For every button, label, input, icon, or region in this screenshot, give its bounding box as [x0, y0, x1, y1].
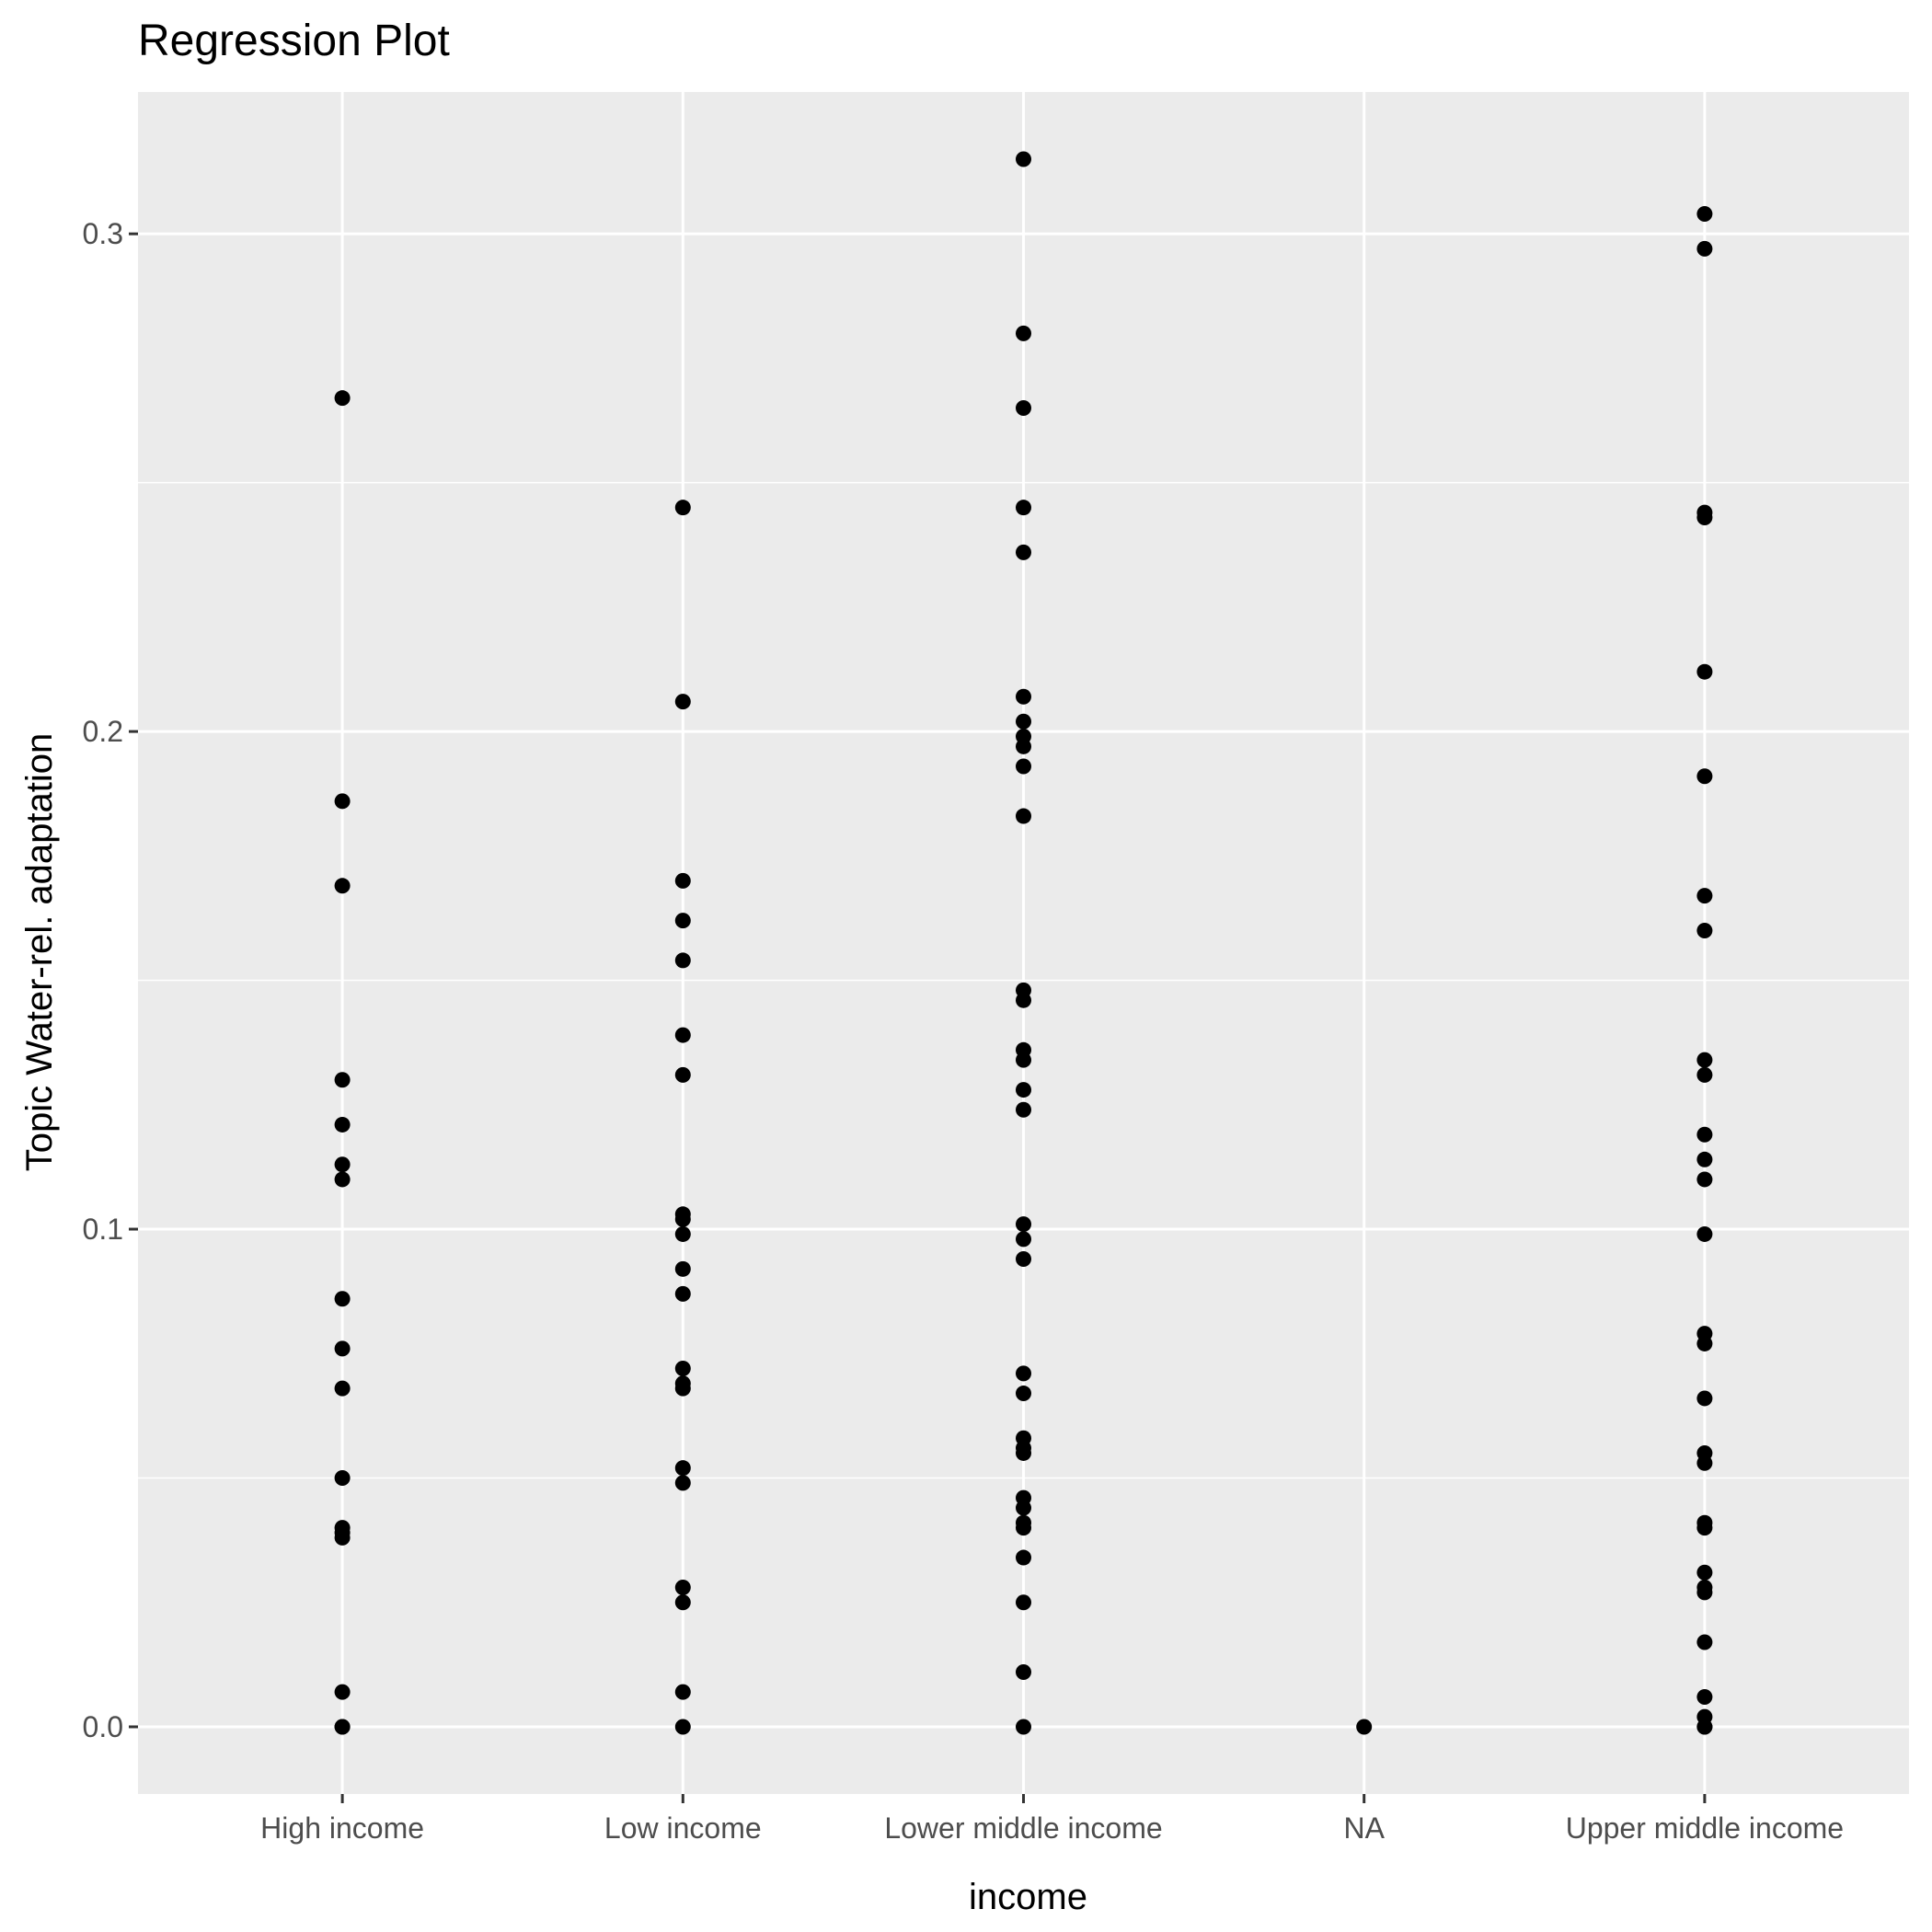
- data-point: [1016, 1052, 1031, 1068]
- data-point: [1696, 1520, 1713, 1536]
- data-point: [674, 500, 691, 516]
- data-point: [1696, 1455, 1713, 1471]
- data-point: [674, 913, 691, 929]
- data-point: [1696, 1151, 1713, 1167]
- data-point: [1016, 688, 1031, 705]
- x-tick-label: High income: [260, 1811, 424, 1845]
- data-points: [334, 151, 1713, 1735]
- data-point: [334, 1529, 351, 1546]
- data-point: [674, 1260, 691, 1277]
- x-tick-label: Upper middle income: [1566, 1811, 1844, 1845]
- data-point: [1016, 1101, 1031, 1118]
- y-tick-label: 0.1: [83, 1213, 123, 1246]
- data-point: [674, 1684, 691, 1700]
- axis-ticks: 0.0 0.1 0.2 0.3 High income Low income Lower m…: [83, 217, 1845, 1845]
- data-point: [1696, 240, 1713, 257]
- data-point: [1016, 713, 1031, 730]
- data-point: [674, 1066, 691, 1083]
- data-point: [334, 1171, 351, 1188]
- data-point: [1016, 992, 1031, 1008]
- data-point: [1696, 1390, 1713, 1407]
- data-point: [1016, 808, 1031, 824]
- data-point: [1016, 500, 1031, 516]
- data-point: [674, 952, 691, 969]
- data-point: [1696, 1719, 1713, 1735]
- data-point: [334, 1116, 351, 1133]
- data-point: [674, 1380, 691, 1397]
- y-tick-label: 0.0: [83, 1710, 123, 1743]
- data-point: [1016, 1365, 1031, 1382]
- data-point: [674, 1285, 691, 1302]
- y-axis-title: Topic Water-rel. adaptation: [19, 733, 60, 1172]
- data-point: [334, 1291, 351, 1307]
- data-point: [674, 1460, 691, 1477]
- data-point: [674, 694, 691, 710]
- data-point: [1696, 922, 1713, 938]
- data-point: [334, 1380, 351, 1397]
- data-point: [1696, 768, 1713, 785]
- data-point: [1016, 1231, 1031, 1248]
- data-point: [1696, 888, 1713, 904]
- data-point: [334, 1156, 351, 1173]
- data-point: [1696, 510, 1713, 525]
- data-point: [1696, 1171, 1713, 1188]
- x-tick-label: NA: [1343, 1811, 1385, 1845]
- data-point: [1016, 1250, 1031, 1267]
- data-point: [674, 1361, 691, 1376]
- data-point: [674, 1580, 691, 1596]
- y-tick-label: 0.2: [83, 715, 123, 748]
- data-point: [674, 1211, 691, 1227]
- data-point: [334, 1340, 351, 1357]
- data-point: [1016, 544, 1031, 560]
- data-point: [334, 1072, 351, 1088]
- data-point: [1356, 1719, 1373, 1735]
- x-axis-title: income: [969, 1877, 1087, 1917]
- data-point: [1696, 663, 1713, 680]
- data-point: [334, 1470, 351, 1487]
- data-point: [1696, 1225, 1713, 1242]
- x-tick-label: Lower middle income: [884, 1811, 1162, 1845]
- y-tick-label: 0.3: [83, 217, 123, 250]
- data-point: [334, 1719, 351, 1735]
- data-point: [334, 1684, 351, 1700]
- data-point: [334, 793, 351, 810]
- data-point: [1016, 1594, 1031, 1611]
- data-point: [674, 1225, 691, 1242]
- data-point: [334, 390, 351, 407]
- data-point: [1696, 1052, 1713, 1068]
- data-point: [1016, 399, 1031, 416]
- data-point: [674, 872, 691, 889]
- data-point: [1696, 1066, 1713, 1083]
- data-point: [1016, 1500, 1031, 1516]
- data-point: [1016, 758, 1031, 775]
- data-point: [1696, 1634, 1713, 1650]
- data-point: [674, 1719, 691, 1735]
- data-point: [674, 1475, 691, 1491]
- data-point: [1016, 1520, 1031, 1536]
- data-point: [1016, 1216, 1031, 1233]
- data-point: [1016, 1549, 1031, 1566]
- data-point: [1696, 206, 1713, 223]
- data-point: [1016, 325, 1031, 341]
- data-point: [674, 1594, 691, 1611]
- data-point: [1016, 1082, 1031, 1098]
- data-point: [334, 878, 351, 894]
- data-point: [1696, 1564, 1713, 1581]
- data-point: [1016, 151, 1031, 167]
- data-point: [1696, 1584, 1713, 1601]
- data-point: [1016, 1719, 1031, 1735]
- chart-title: Regression Plot: [138, 17, 450, 65]
- data-point: [1696, 1126, 1713, 1143]
- data-point: [1016, 738, 1031, 754]
- data-point: [1016, 1386, 1031, 1402]
- data-point: [1016, 1444, 1031, 1461]
- x-tick-label: Low income: [604, 1811, 762, 1845]
- data-point: [1696, 1689, 1713, 1706]
- data-point: [674, 1027, 691, 1043]
- data-point: [1696, 1335, 1713, 1351]
- data-point: [1016, 1663, 1031, 1680]
